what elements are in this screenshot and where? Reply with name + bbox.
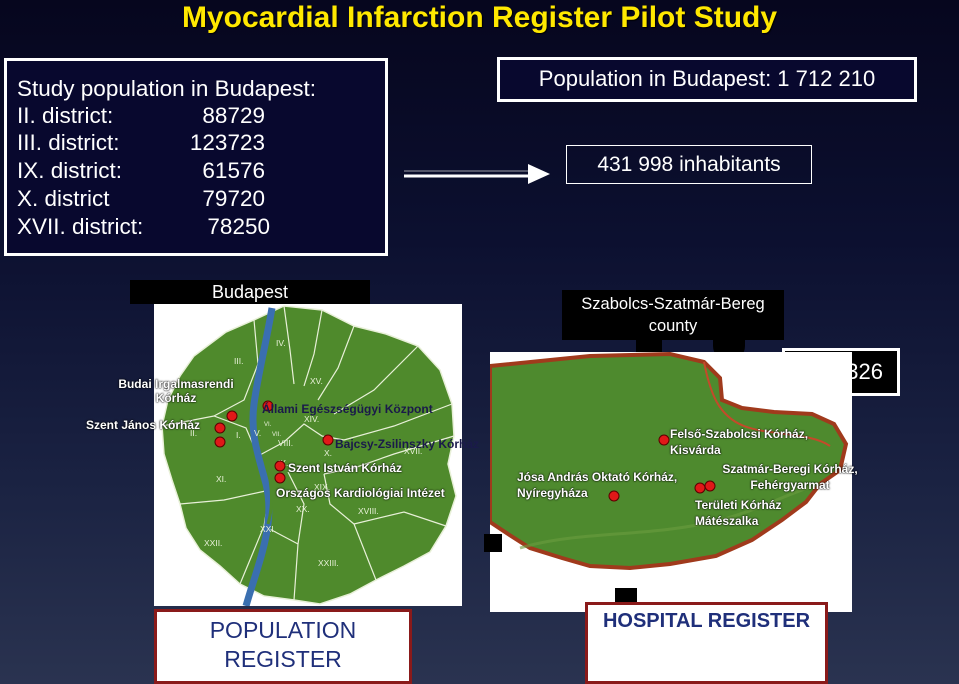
hospital-label-text: Szatmár-Beregi Kórház, Fehérgyarmat <box>722 462 858 492</box>
budapest-map: IV. III. XV. XIV. II. I. V. VI. VII. VII… <box>154 304 462 606</box>
district-number: I. <box>236 430 241 440</box>
district-number: XV. <box>310 376 323 386</box>
hospital-label: Felső-Szabolcsi Kórház, Kisvárda <box>670 426 830 458</box>
district-value: 78250 <box>207 214 270 239</box>
hospital-marker[interactable] <box>322 434 334 446</box>
hospital-marker[interactable] <box>658 434 670 446</box>
hospital-label: Szent István Kórház <box>288 461 403 475</box>
district-number: VII. <box>272 432 281 438</box>
hospital-marker[interactable] <box>608 490 620 502</box>
district-number: II. <box>190 428 197 438</box>
district-row: II. district: 88729 <box>17 102 377 130</box>
black-square <box>484 534 502 552</box>
district-number: V. <box>254 428 261 438</box>
district-number: XIV. <box>304 414 319 424</box>
district-number: XVII. <box>404 446 422 456</box>
hospital-marker[interactable] <box>262 400 274 412</box>
hospital-label-text: Budai Irgalmasrendi Kórház <box>118 377 234 405</box>
danube-river <box>242 307 276 606</box>
hospital-label: Szatmár-Beregi Kórház, Fehérgyarmat <box>705 461 875 493</box>
hospital-marker[interactable] <box>704 480 716 492</box>
district-numbers: IV. III. XV. XIV. II. I. V. VI. VII. VII… <box>190 338 422 568</box>
hospital-label-text: Jósa András Oktató Kórház, Nyíregyháza <box>517 470 678 500</box>
district-value: 61576 <box>202 158 265 183</box>
district-number: XI. <box>216 474 226 484</box>
hospital-label: Bajcsy-Zsilinszky Kórház <box>335 437 480 451</box>
district-number: IV. <box>276 338 286 348</box>
hospital-register-box: HOSPITAL REGISTER <box>585 602 828 684</box>
district-value: 79720 <box>202 186 265 211</box>
black-square <box>615 588 637 604</box>
district-number: XXI. <box>260 524 276 534</box>
slide-title: Myocardial Infarction Register Pilot Stu… <box>181 1 778 34</box>
district-number: X. <box>324 448 332 458</box>
study-population-box: Study population in Budapest: II. distri… <box>4 58 388 256</box>
county-border-road <box>703 361 831 447</box>
district-value: 88729 <box>202 103 265 128</box>
hospital-label-text: Területi Kórház Mátészalka <box>695 498 782 528</box>
hospital-marker[interactable] <box>226 410 238 422</box>
district-borders <box>161 305 455 601</box>
district-name: X. district <box>17 186 110 211</box>
district-number: VIII. <box>278 438 293 448</box>
hospital-label: Országos Kardiológiai Intézet <box>276 486 445 500</box>
district-number: VI. <box>264 422 272 428</box>
budapest-label: Budapest <box>130 280 370 304</box>
district-value: 123723 <box>189 130 265 155</box>
inhabitants-box: 431 998 inhabitants <box>566 145 812 184</box>
district-number: XXIII. <box>318 558 339 568</box>
county-hospital-markers <box>608 434 716 502</box>
hospital-marker[interactable] <box>274 460 286 472</box>
hospital-label: Szent János Kórház <box>86 418 201 432</box>
budapest-population-box: Population in Budapest: 1 712 210 <box>497 57 917 102</box>
district-name: XVII. district: <box>17 214 144 239</box>
district-number: XIX. <box>314 482 330 492</box>
population-register-box: POPULATION REGISTER <box>154 609 412 684</box>
district-number: III. <box>234 356 243 366</box>
district-number: XX. <box>296 504 310 514</box>
study-population-heading: Study population in Budapest: <box>17 76 316 101</box>
hospital-marker[interactable] <box>214 422 226 434</box>
district-row: XVII. district: 78250 <box>17 213 377 241</box>
hospital-label: Budai Irgalmasrendi Kórház <box>112 377 240 405</box>
hospital-markers <box>214 400 334 484</box>
hospital-label: Területi Kórház Mátészalka <box>695 497 805 529</box>
county-label: Szabolcs-Szatmár-Bereg county <box>562 290 784 340</box>
hospital-marker[interactable] <box>274 472 286 484</box>
hospital-label: Jósa András Oktató Kórház, Nyíregyháza <box>517 469 703 501</box>
hospital-label: Állami Egészségügyi Központ <box>262 402 433 416</box>
budapest-outline <box>161 305 457 605</box>
district-row: IX. district: 61576 <box>17 157 377 185</box>
district-row: III. district: 123723 <box>17 129 377 157</box>
district-row: X. district 79720 <box>17 185 377 213</box>
county-map <box>490 352 852 612</box>
hospital-label-text: Felső-Szabolcsi Kórház, Kisvárda <box>670 427 809 457</box>
district-name: II. district: <box>17 103 114 128</box>
district-number: XXII. <box>204 538 222 548</box>
district-name: IX. district: <box>17 158 123 183</box>
hospital-marker[interactable] <box>214 436 226 448</box>
district-number: XVIII. <box>358 506 379 516</box>
arrow-icon <box>404 164 550 184</box>
district-name: III. district: <box>17 130 120 155</box>
